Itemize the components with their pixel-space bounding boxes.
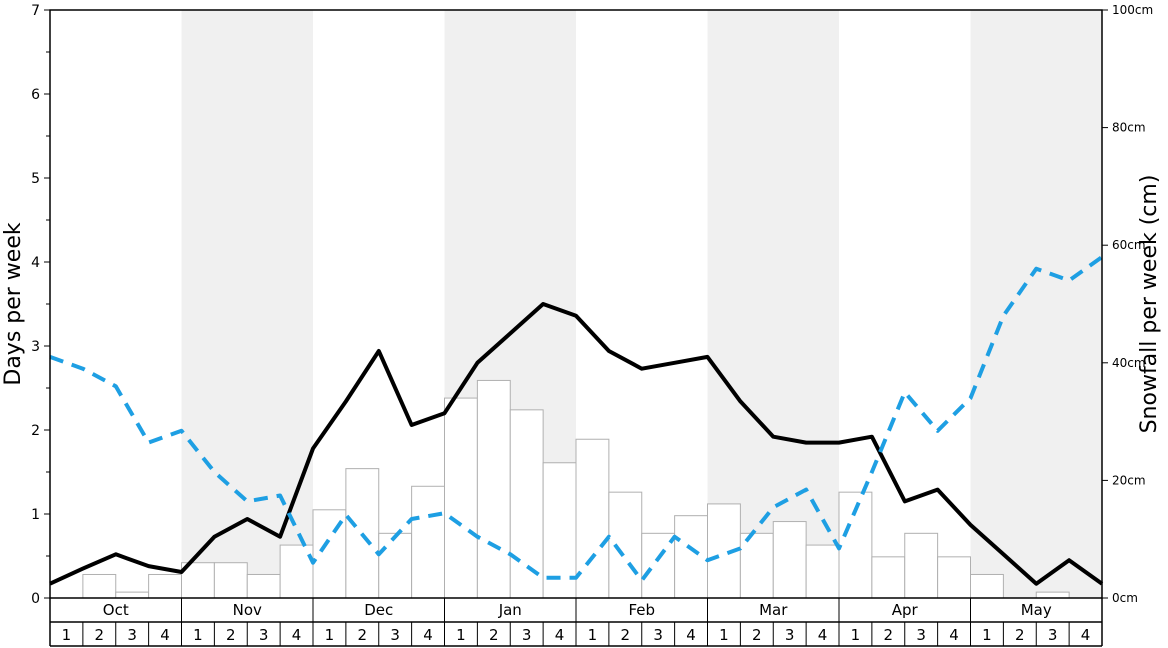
left-tick-label: 1 [31,507,40,523]
week-label: 3 [127,626,137,644]
week-label: 3 [1048,626,1058,644]
week-label: 1 [193,626,203,644]
month-band [707,10,839,598]
week-label: 4 [1081,626,1091,644]
week-label: 4 [686,626,696,644]
snowfall-bar [115,591,150,599]
snowfall-bar [772,521,807,599]
snowfall-bar [1035,591,1070,599]
week-label: 1 [325,626,335,644]
right-tick-label: 60cm [1112,238,1146,252]
week-label: 2 [1015,626,1025,644]
left-tick-label: 3 [31,339,40,355]
month-label: Dec [364,601,393,619]
right-tick-label: 80cm [1112,121,1146,135]
left-tick-label: 6 [31,87,40,103]
snowfall-bar [82,573,117,599]
week-label: 2 [358,626,368,644]
snowfall-bar [904,532,939,599]
month-band [970,10,1102,598]
snowfall-bar [641,532,676,599]
snowfall-bar [805,544,840,599]
left-tick-label: 2 [31,423,40,439]
week-label: 1 [982,626,992,644]
week-label: 1 [62,626,72,644]
solid-series-line [49,302,1104,586]
snowfall-bar [608,491,643,599]
snowfall-bar [279,544,314,599]
week-label: 4 [949,626,959,644]
week-label: 3 [653,626,663,644]
y-left-axis-label: Days per week [1,222,26,385]
week-label: 4 [818,626,828,644]
snowfall-bar [213,562,248,599]
week-label: 1 [588,626,598,644]
snowfall-bar [871,556,906,599]
snowfall-bar [378,532,413,599]
right-tick-label: 40cm [1112,356,1146,370]
series-lines [49,255,1104,586]
week-label: 4 [423,626,433,644]
week-label: 3 [916,626,926,644]
week-label: 2 [752,626,762,644]
week-label: 2 [489,626,499,644]
left-tick-label: 0 [31,591,40,607]
week-label: 3 [259,626,269,644]
right-tick-label: 100cm [1112,3,1153,17]
week-label: 4 [555,626,565,644]
snowfall-bar [476,379,511,599]
month-label: Nov [233,601,262,619]
snowfall-bar [937,556,971,599]
month-label: Mar [759,601,788,619]
snowfall-bar [148,573,182,599]
left-tick-label: 5 [31,171,40,187]
left-tick-label: 4 [31,255,40,271]
snowfall-bar [509,409,544,599]
week-label: 1 [851,626,861,644]
month-label: Jan [498,601,522,619]
month-label: May [1021,601,1052,619]
snowfall-bar [674,515,708,599]
snowfall-bar [411,485,445,599]
month-bands [181,10,1102,598]
week-label: 2 [226,626,236,644]
week-label: 1 [719,626,729,644]
y-right-axis-label: Snowfall per week (cm) [1137,175,1162,434]
month-label: Feb [628,601,655,619]
right-tick-label: 20cm [1112,473,1146,487]
x-axis: Oct Nov Dec Jan Feb Mar Apr May 1 2 3 4 1 2 3 4 1 2 3 4 1 2 3 4… [49,598,1103,647]
month-label: Oct [103,601,129,619]
dashed-series-line [49,255,1104,583]
left-axis: 0 1 2 3 4 5 6 7 [31,3,50,607]
week-label: 2 [884,626,894,644]
right-axis: 0cm 20cm 40cm 60cm 80cm 100cm [1102,3,1153,605]
month-label: Apr [892,601,919,619]
week-label: 3 [785,626,795,644]
snowfall-bar [970,573,1004,599]
left-tick-label: 7 [31,3,40,19]
week-label: 2 [95,626,105,644]
month-band [181,10,313,598]
week-label: 4 [292,626,302,644]
week-label: 4 [160,626,170,644]
snowfall-bar [246,573,281,599]
snowfall-bar [444,397,478,599]
snowfall-bar [739,532,774,599]
week-label: 1 [456,626,466,644]
week-label: 3 [390,626,400,644]
week-label: 2 [621,626,631,644]
week-label: 3 [522,626,532,644]
right-tick-label: 0cm [1112,591,1138,605]
